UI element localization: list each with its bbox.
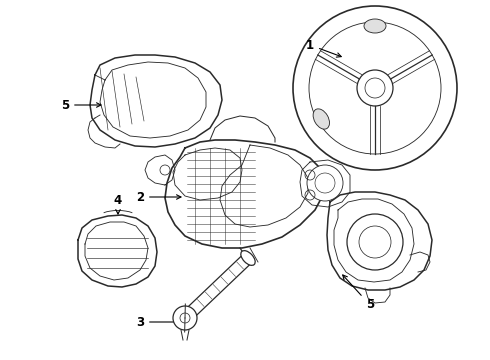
Ellipse shape (364, 19, 386, 33)
Circle shape (347, 214, 403, 270)
Text: 5: 5 (61, 99, 101, 112)
Text: 1: 1 (306, 39, 341, 57)
Text: 3: 3 (136, 315, 181, 328)
Text: 5: 5 (343, 275, 374, 311)
Polygon shape (165, 140, 325, 248)
Circle shape (357, 70, 393, 106)
Circle shape (307, 165, 343, 201)
Text: 4: 4 (114, 194, 122, 214)
Circle shape (173, 306, 197, 330)
Ellipse shape (241, 251, 255, 265)
Text: 2: 2 (136, 190, 181, 203)
Polygon shape (145, 155, 175, 185)
Polygon shape (90, 55, 222, 147)
Circle shape (309, 22, 441, 154)
Ellipse shape (313, 109, 329, 129)
Circle shape (293, 6, 457, 170)
Polygon shape (78, 215, 157, 287)
Polygon shape (327, 192, 432, 290)
